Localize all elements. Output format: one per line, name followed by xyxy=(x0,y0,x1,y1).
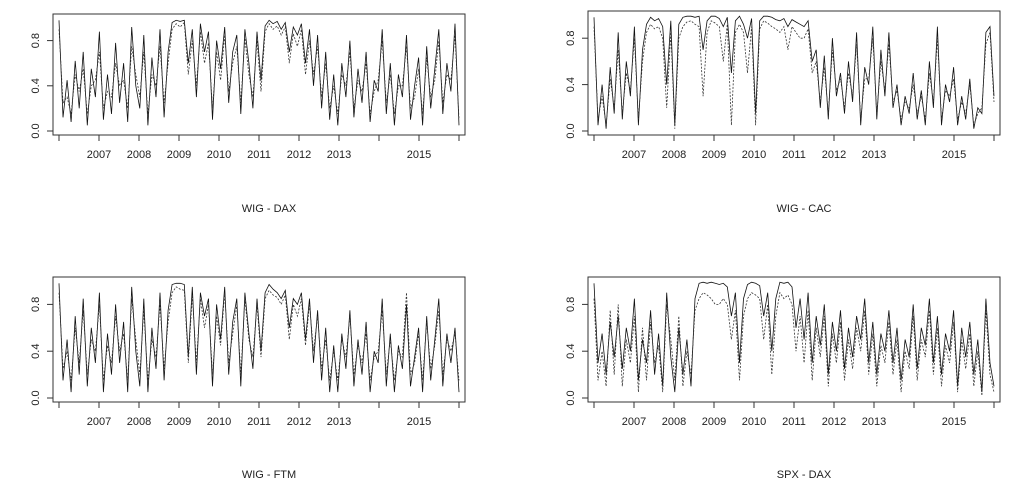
x-tick-label: 2009 xyxy=(167,149,191,161)
x-tick-label: 2009 xyxy=(702,149,726,161)
x-tick-label: 2010 xyxy=(207,416,231,428)
y-tick-label: 0.0 xyxy=(30,123,42,138)
x-tick-label: 2010 xyxy=(742,416,766,428)
y-tick-label: 0.8 xyxy=(565,31,577,46)
x-tick-label: 2012 xyxy=(287,149,311,161)
x-tick-label: 2015 xyxy=(942,416,966,428)
series-solid-line xyxy=(593,281,995,393)
x-tick-label: 2010 xyxy=(207,149,231,161)
panel-wig-cac: 0.0 0.4 0.8 2007 2008 2009 2010 2011 2012 2013 201… xyxy=(565,10,1001,215)
x-tick-label: 2008 xyxy=(127,416,151,428)
x-tick-label: 2007 xyxy=(87,149,111,161)
x-tick-label: 2015 xyxy=(407,416,431,428)
x-tick-label: 2011 xyxy=(247,149,271,161)
panel-title: WIG - CAC xyxy=(777,203,832,215)
panel-title: SPX - DAX xyxy=(777,469,832,481)
x-tick-label: 2011 xyxy=(782,416,806,428)
panel-spx-dax: 0.0 0.4 0.8 2007 2008 2009 2010 2011 2012 2013 201… xyxy=(565,276,1001,481)
x-tick-label: 2010 xyxy=(742,149,766,161)
y-tick-label: 0.0 xyxy=(565,390,577,405)
x-tick-label: 2012 xyxy=(287,416,311,428)
series-solid-line xyxy=(593,15,995,129)
series-solid-line xyxy=(58,19,460,126)
x-tick-label: 2015 xyxy=(942,149,966,161)
x-tick-label: 2007 xyxy=(622,416,646,428)
x-tick-label: 2007 xyxy=(87,416,111,428)
x-tick-label: 2012 xyxy=(822,149,846,161)
panel-wig-dax: 0.0 0.4 0.8 2007 2008 2009 2010 2011 2012 2013 201… xyxy=(30,13,466,215)
x-tick-label: 2008 xyxy=(662,416,686,428)
x-tick-label: 2009 xyxy=(702,416,726,428)
series-dashed-line xyxy=(593,20,995,129)
panel-wig-ftm: 0.0 0.4 0.8 2007 2008 2009 2010 2011 2012 2013 201… xyxy=(30,276,466,481)
y-tick-label: 0.4 xyxy=(30,344,42,359)
y-tick-label: 0.4 xyxy=(565,77,577,92)
y-tick-label: 0.4 xyxy=(30,78,42,93)
panel-title: WIG - DAX xyxy=(242,203,297,215)
x-tick-label: 2011 xyxy=(782,149,806,161)
x-tick-label: 2012 xyxy=(822,416,846,428)
y-tick-label: 0.0 xyxy=(30,390,42,405)
x-tick-label: 2008 xyxy=(127,149,151,161)
y-tick-label: 0.8 xyxy=(565,297,577,312)
series-dashed-line xyxy=(593,291,995,396)
x-tick-label: 2008 xyxy=(662,149,686,161)
y-tick-label: 0.8 xyxy=(30,33,42,48)
series-dashed-line xyxy=(58,286,460,381)
x-tick-label: 2013 xyxy=(327,416,351,428)
series-solid-line xyxy=(58,282,460,393)
x-tick-label: 2011 xyxy=(247,416,271,428)
y-tick-label: 0.0 xyxy=(565,123,577,138)
x-tick-label: 2015 xyxy=(407,149,431,161)
x-tick-label: 2013 xyxy=(327,149,351,161)
series-dashed-line xyxy=(58,21,460,120)
y-tick-label: 0.8 xyxy=(30,297,42,312)
x-tick-label: 2007 xyxy=(622,149,646,161)
x-tick-label: 2013 xyxy=(862,416,886,428)
plot-frame xyxy=(587,10,1001,136)
x-tick-label: 2009 xyxy=(167,416,191,428)
y-tick-label: 0.4 xyxy=(565,344,577,359)
panel-title: WIG - FTM xyxy=(242,469,296,481)
x-tick-label: 2013 xyxy=(862,149,886,161)
